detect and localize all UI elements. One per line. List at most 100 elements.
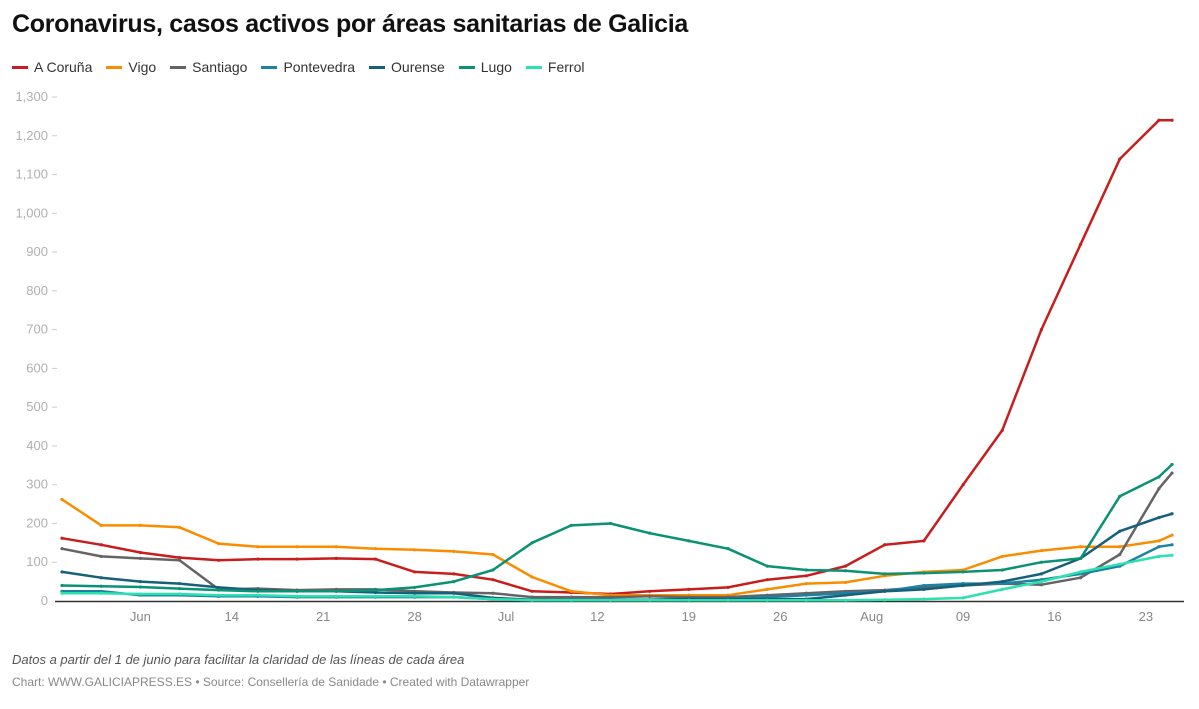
data-point xyxy=(138,556,142,560)
chart-credit: Chart: WWW.GALICIAPRESS.ES • Source: Con… xyxy=(12,675,530,689)
data-point xyxy=(138,585,142,589)
x-tick-label: 28 xyxy=(407,609,421,624)
data-point xyxy=(99,554,103,559)
data-point xyxy=(177,525,182,529)
legend-label: Vigo xyxy=(128,59,157,75)
data-point xyxy=(1000,554,1004,559)
legend-label: Ourense xyxy=(391,59,445,75)
data-point xyxy=(1039,560,1044,564)
data-point xyxy=(687,587,691,591)
data-point xyxy=(648,594,652,598)
data-point xyxy=(99,576,103,580)
data-point xyxy=(1078,242,1083,246)
data-point xyxy=(1157,545,1161,549)
data-point xyxy=(843,593,848,597)
data-point xyxy=(60,591,64,595)
data-point xyxy=(491,552,495,557)
data-point xyxy=(177,555,182,560)
data-point xyxy=(60,536,64,540)
data-point xyxy=(883,589,887,593)
data-point xyxy=(648,598,652,602)
data-point xyxy=(922,587,926,591)
legend-label: Pontevedra xyxy=(283,59,356,75)
legend-label: Lugo xyxy=(480,59,512,75)
data-point xyxy=(256,593,260,597)
legend-swatch xyxy=(12,65,28,69)
legend-swatch xyxy=(525,65,542,69)
data-point xyxy=(1157,539,1161,543)
data-point xyxy=(804,581,808,586)
data-point xyxy=(569,589,573,593)
data-point xyxy=(334,594,338,598)
data-point xyxy=(217,585,221,590)
data-point xyxy=(412,548,417,552)
data-point xyxy=(295,594,299,598)
data-point xyxy=(804,598,808,602)
x-tick-label: 23 xyxy=(1139,609,1153,624)
data-point xyxy=(1118,562,1122,566)
data-point xyxy=(295,557,299,561)
data-point xyxy=(687,598,691,602)
data-point xyxy=(530,595,534,599)
data-point xyxy=(491,591,495,595)
data-point xyxy=(843,569,848,573)
data-point xyxy=(452,580,456,584)
data-point xyxy=(765,564,769,568)
data-point xyxy=(569,595,573,599)
legend-item: Lugo xyxy=(458,59,512,75)
data-point xyxy=(1039,580,1044,584)
chart-notes: Datos a partir del 1 de junio para facil… xyxy=(12,652,465,667)
data-point xyxy=(883,572,887,576)
legend-item: A Coruña xyxy=(12,59,92,75)
legend: A Coruña Vigo Santiago Pontevedra Ourense Lug… xyxy=(12,59,584,75)
y-tick-label: 900 xyxy=(26,244,48,259)
x-tick-label: 16 xyxy=(1047,609,1061,624)
data-point xyxy=(295,589,299,593)
data-point xyxy=(217,558,221,562)
x-tick-label: 12 xyxy=(590,609,604,624)
data-point xyxy=(1118,545,1122,549)
data-point xyxy=(922,583,926,588)
y-tick-label: 1,000 xyxy=(15,205,48,220)
data-point xyxy=(452,549,456,553)
data-point xyxy=(334,556,338,560)
data-point xyxy=(412,585,417,590)
chart-title: Coronavirus, casos activos por áreas san… xyxy=(12,10,688,38)
data-point xyxy=(138,550,142,555)
data-point xyxy=(334,545,338,549)
data-point xyxy=(1039,572,1044,576)
data-point xyxy=(1170,543,1174,547)
data-point xyxy=(1170,512,1174,516)
y-tick-label: 500 xyxy=(26,399,48,414)
data-point xyxy=(412,594,417,598)
data-point xyxy=(804,568,808,572)
data-point xyxy=(530,575,534,579)
series-line-ferrol xyxy=(62,554,1173,602)
data-point xyxy=(334,589,338,593)
data-point xyxy=(726,598,730,602)
data-point xyxy=(412,591,417,595)
legend-label: Santiago xyxy=(192,59,248,75)
data-point xyxy=(1078,570,1083,574)
data-point xyxy=(1157,486,1161,491)
data-point xyxy=(765,598,769,602)
data-point xyxy=(373,557,378,561)
legend-swatch xyxy=(170,65,187,69)
data-point xyxy=(883,543,887,547)
series-line-lugo xyxy=(61,463,1173,593)
data-point xyxy=(1039,583,1044,587)
data-point xyxy=(138,580,142,584)
data-point xyxy=(177,586,182,591)
data-point xyxy=(138,592,142,596)
data-point xyxy=(256,545,260,549)
y-tick-label: 1,200 xyxy=(15,128,48,143)
data-point xyxy=(491,568,495,572)
y-tick-label: 600 xyxy=(26,360,48,375)
data-point xyxy=(1000,568,1004,572)
x-tick-label: 14 xyxy=(225,609,239,624)
legend-label: A Coruña xyxy=(34,59,93,75)
data-point xyxy=(60,570,64,574)
legend-item: Ferrol xyxy=(525,59,584,75)
x-tick-label: 26 xyxy=(773,609,787,624)
